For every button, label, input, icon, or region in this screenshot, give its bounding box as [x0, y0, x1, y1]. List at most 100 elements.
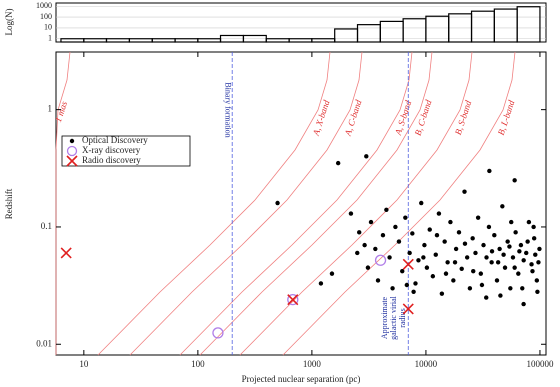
histogram-y-label: Log(N): [4, 9, 14, 36]
optical-point: [471, 268, 476, 274]
optical-point: [524, 250, 529, 256]
optical-point: [422, 242, 427, 248]
optical-point: [436, 211, 442, 216]
optical-point: [487, 168, 492, 174]
optical-point: [512, 265, 517, 270]
resolution-curve: [129, 51, 363, 356]
optical-point: [478, 271, 484, 276]
legend-marker: [69, 138, 75, 144]
optical-point: [535, 289, 540, 295]
y-tick-label: 0.1: [41, 221, 52, 231]
optical-point: [525, 239, 530, 244]
optical-point: [416, 258, 421, 263]
optical-point: [443, 271, 449, 276]
x-tick-label: 1000: [303, 359, 322, 369]
optical-point: [439, 291, 445, 296]
x-tick-label: 10000: [415, 359, 438, 369]
reference-label: Approximate: [380, 296, 389, 339]
optical-point: [484, 255, 489, 260]
optical-point: [507, 244, 512, 249]
optical-point: [448, 219, 453, 225]
legend-marker: [66, 155, 78, 167]
optical-point: [375, 278, 381, 283]
optical-point: [411, 289, 416, 295]
histogram-bar: [83, 38, 108, 43]
optical-point: [513, 230, 518, 235]
radio-point: [402, 303, 414, 315]
histogram-bar: [425, 15, 450, 43]
optical-point: [489, 249, 495, 254]
optical-point: [362, 242, 367, 248]
optical-point: [434, 233, 440, 238]
optical-point: [475, 215, 481, 220]
optical-point: [500, 204, 505, 209]
legend-label: X-ray discovery: [82, 145, 141, 155]
xray-point: [287, 294, 299, 306]
optical-point: [407, 250, 412, 256]
histogram-bar: [174, 38, 199, 43]
optical-point: [495, 260, 501, 265]
optical-point: [479, 282, 485, 288]
optical-point: [481, 242, 486, 248]
histogram-bar: [493, 8, 518, 43]
optical-point: [275, 200, 280, 206]
optical-point: [489, 260, 494, 265]
resolution-curves: 1 mas A, X-band A, C-band A, S-band B, C-ban…: [53, 51, 517, 356]
optical-point: [364, 154, 369, 159]
optical-point: [404, 282, 410, 288]
optical-point: [459, 266, 464, 271]
optical-point: [413, 281, 418, 286]
optical-point: [484, 295, 489, 300]
optical-point: [427, 227, 432, 232]
optical-point: [365, 265, 371, 270]
optical-point: [520, 286, 525, 291]
histogram-bar: [60, 38, 85, 43]
optical-point: [517, 249, 522, 254]
optical-point: [505, 239, 510, 244]
histogram-bar: [151, 38, 176, 43]
legend-box: [61, 135, 191, 167]
xray-point: [212, 327, 224, 339]
optical-point: [464, 255, 470, 260]
optical-point: [390, 286, 395, 291]
resolution-curve: [97, 51, 331, 356]
optical-point: [467, 286, 473, 291]
plot-frame: [55, 51, 547, 356]
optical-point: [380, 233, 386, 238]
optical-point: [348, 211, 354, 216]
resolution-curve: [282, 51, 516, 356]
optical-point: [526, 219, 532, 225]
histogram-bar: [356, 24, 381, 43]
histogram-y-tick-label: 1: [48, 34, 52, 43]
resolution-curve: [239, 51, 473, 356]
optical-point: [512, 178, 517, 183]
xray-point: [374, 254, 387, 266]
x-tick-label: 100000: [526, 359, 554, 369]
histogram-y-tick-label: 10: [44, 23, 52, 32]
optical-point: [508, 286, 513, 291]
optical-point: [470, 236, 475, 241]
optical-point: [442, 239, 447, 244]
optical-point: [393, 224, 398, 230]
y-tick-label: 1: [48, 104, 53, 114]
y-tick-label: 0.01: [36, 338, 52, 348]
histogram-bar: [128, 38, 153, 43]
optical-point: [357, 230, 362, 235]
optical-point: [453, 246, 459, 252]
optical-point: [456, 230, 462, 235]
radio-point: [60, 247, 72, 259]
optical-point: [518, 242, 524, 248]
optical-point: [533, 252, 538, 257]
optical-point: [502, 265, 508, 270]
optical-point: [537, 246, 542, 252]
resolution-curve: [179, 51, 413, 356]
optical-point: [329, 271, 335, 276]
optical-point: [318, 281, 324, 286]
histogram-y-tick-label: 1000: [36, 1, 52, 10]
optical-point: [534, 278, 540, 283]
optical-point: [510, 255, 516, 260]
histogram-bar: [311, 38, 336, 43]
resolution-curve: [199, 51, 433, 356]
radio-point: [287, 294, 299, 306]
